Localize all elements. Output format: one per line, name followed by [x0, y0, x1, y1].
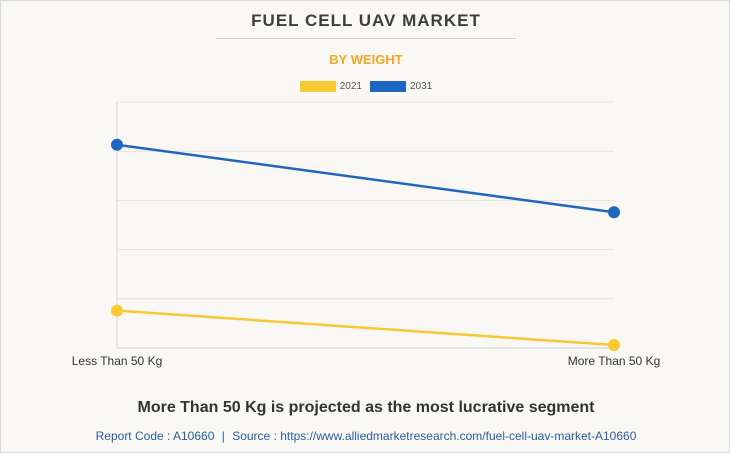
- chart-subtitle: BY WEIGHT: [329, 52, 403, 67]
- x-tick-label: More Than 50 Kg: [568, 354, 661, 368]
- series-line-2021: [116, 309, 615, 347]
- legend-item-2031[interactable]: 2031: [370, 81, 432, 92]
- key-finding: More Than 50 Kg is projected as the most…: [137, 399, 595, 416]
- legend-label-2031: 2031: [410, 81, 433, 92]
- x-tick-label: Less Than 50 Kg: [72, 354, 163, 368]
- chart-title: FUEL CELL UAV MARKET: [251, 11, 481, 30]
- report-footer: Report Code : A10660 | Source : https://…: [1, 429, 730, 443]
- data-point-2021: [608, 339, 620, 352]
- source-link[interactable]: Source : https://www.alliedmarketresearc…: [232, 429, 637, 443]
- title-divider: [216, 38, 516, 39]
- legend-item-2021[interactable]: 2021: [299, 81, 362, 92]
- legend-label-2021: 2021: [339, 81, 362, 92]
- series-line-2031: [116, 143, 615, 214]
- legend-swatch-2021: [299, 81, 336, 92]
- line-chart: Less Than 50 Kg More Than 50 Kg: [72, 101, 661, 368]
- legend-swatch-2031: [370, 81, 406, 92]
- chart-legend: 2021 2031: [1, 81, 730, 92]
- report-code: Report Code : A10660: [95, 429, 215, 443]
- data-point-2031: [111, 138, 123, 151]
- footer-separator: |: [221, 429, 225, 443]
- data-point-2031: [608, 206, 620, 219]
- data-point-2021: [111, 304, 123, 317]
